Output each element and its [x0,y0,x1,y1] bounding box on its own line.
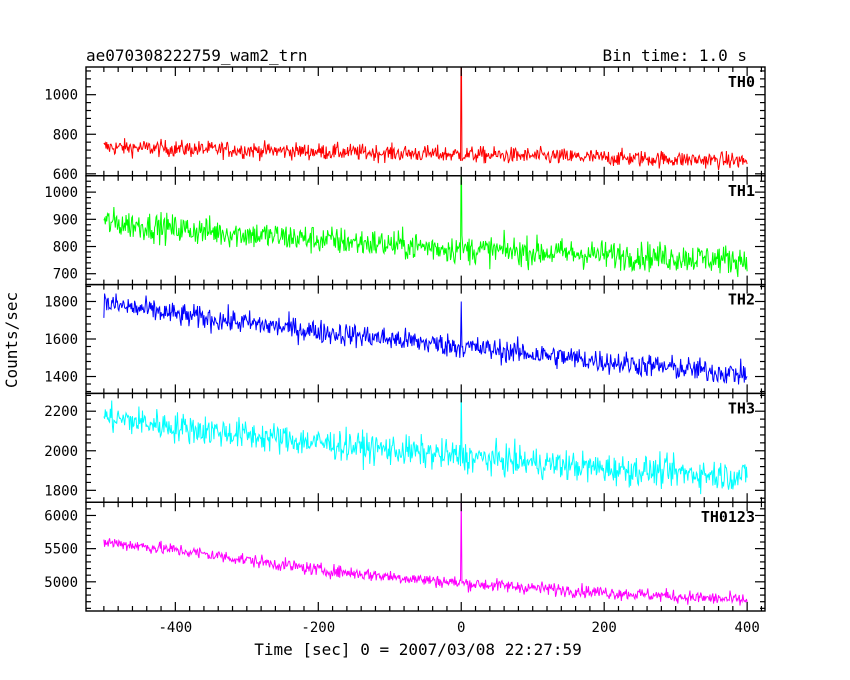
panel-label-th0: TH0 [728,73,755,91]
y-tick-label: 700 [53,267,78,283]
panel-frame [85,283,766,395]
y-tick-label: 1800 [44,483,78,499]
y-axis-label: Counts/sec [2,292,21,388]
y-tick-label: 1800 [44,294,78,310]
y-tick-label: 600 [53,167,78,183]
series-th2-line [103,293,748,385]
series-th0123-line [103,502,748,606]
y-tick-label: 800 [53,240,78,256]
panel-label-th0123: TH0123 [701,508,755,526]
x-tick-label: 200 [592,620,617,636]
panel-th0: 600 800 1000 TH0 [44,66,766,183]
panel-stack: 600 800 1000 TH0 700 800 900 1000 TH1 1400 1600 180… [44,66,766,636]
panel-th0123: 5000 5500 6000 TH0123 [44,501,766,612]
panel-label-th3: TH3 [728,399,755,417]
y-tick-label: 5000 [44,575,78,591]
y-tick-label: 5500 [44,542,78,558]
y-tick-label: 1000 [44,185,78,201]
y-tick-label: 6000 [44,508,78,524]
panel-frame [85,501,766,612]
panel-th3: 1800 2000 2200 TH3 [44,392,766,503]
series-th0-line [103,67,748,171]
y-tick-label: 2200 [44,404,78,420]
x-tick-label: 400 [734,620,759,636]
series-th1-line [103,175,748,278]
panel-label-th2: TH2 [728,291,755,309]
y-tick-label: 900 [53,212,78,228]
x-axis-label: Time [sec] 0 = 2007/03/08 22:27:59 [254,640,582,659]
bin-time-label: Bin time: 1.0 s [603,46,748,65]
x-tick-label: 0 [457,620,465,636]
y-tick-label: 1000 [44,88,78,104]
y-tick-label: 2000 [44,444,78,460]
panel-frame [85,392,766,503]
x-tick-label: -200 [301,620,335,636]
x-tick-label: -400 [158,620,192,636]
panel-th2: 1400 1600 1800 TH2 [44,283,766,395]
panel-label-th1: TH1 [728,182,755,200]
y-tick-label: 800 [53,127,78,143]
panel-th1: 700 800 900 1000 TH1 [44,175,766,286]
y-tick-label: 1400 [44,370,78,386]
series-th3-line [103,393,748,495]
y-tick-label: 1600 [44,332,78,348]
chart-title: ae070308222759_wam2_trn [86,46,308,65]
